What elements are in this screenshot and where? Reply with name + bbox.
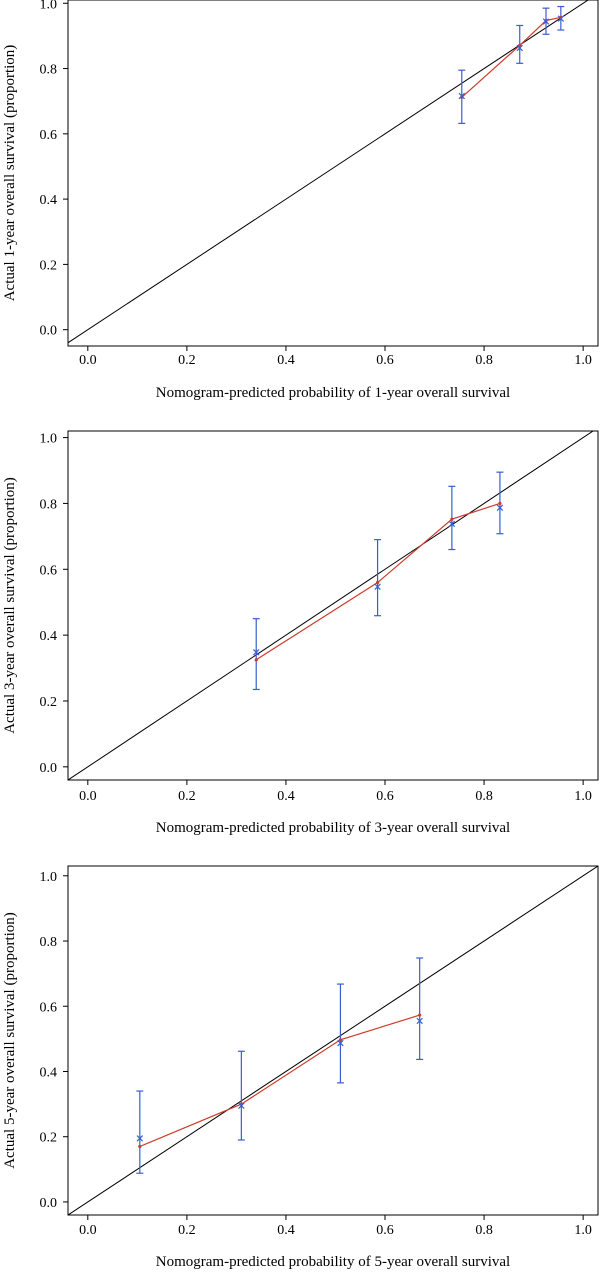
y-tick-label: 0.4 — [40, 629, 58, 644]
y-tick-label: 0.6 — [40, 1000, 58, 1015]
x-tick-label: 0.6 — [376, 353, 394, 368]
predicted-point — [375, 580, 380, 585]
observed-point-marker — [496, 504, 504, 511]
x-tick-label: 1.0 — [574, 353, 592, 368]
y-tick-label: 0.0 — [40, 761, 58, 776]
x-tick-label: 0.6 — [376, 1223, 394, 1238]
x-tick-label: 0.0 — [79, 1223, 97, 1238]
bootstrap-calibration-line — [461, 16, 562, 98]
y-axis-title: Actual 5-year overall survival (proporti… — [2, 912, 18, 1169]
x-tick-label: 0.8 — [475, 353, 493, 368]
calibration-panel-2: 0.0 0.2 0.4 0.6 0.8 1.0 0.0 0.2 0.4 0.6 0.8 1.0 Nomo… — [2, 430, 599, 836]
x-tick-label: 0.4 — [277, 353, 295, 368]
calibration-panel-1: 0.0 0.2 0.4 0.6 0.8 1.0 0.0 0.2 0.4 0.6 0.8 1.0 Nomo… — [2, 0, 599, 401]
y-tick-label: 0.2 — [40, 1131, 58, 1146]
x-tick-label: 0.2 — [178, 353, 196, 368]
y-tick-label: 0.6 — [40, 563, 58, 578]
x-tick-label: 0.6 — [376, 789, 394, 804]
y-tick-label: 1.0 — [40, 870, 58, 885]
plot-area — [68, 866, 598, 1215]
y-tick-label: 0.2 — [40, 258, 58, 273]
plot-frame — [67, 430, 599, 781]
y-axis-title: Actual 1-year overall survival (proporti… — [2, 45, 18, 302]
predicted-point — [518, 43, 522, 47]
observed-point-marker — [516, 44, 523, 52]
plot-area — [68, 431, 594, 780]
y-tick-label: 0.4 — [40, 193, 58, 208]
ideal-reference-line — [68, 0, 590, 344]
y-tick-label: 0.0 — [40, 1196, 58, 1211]
observed-point-marker — [557, 15, 565, 22]
plot-frame — [67, 0, 599, 347]
x-tick-label: 0.4 — [277, 789, 295, 804]
x-tick-label: 0.8 — [475, 1223, 493, 1238]
predicted-point — [338, 1038, 343, 1042]
y-tick-label: 0.8 — [40, 935, 58, 950]
plot-frame — [67, 865, 599, 1216]
x-tick-label: 0.2 — [178, 789, 196, 804]
x-tick-label: 0.8 — [475, 789, 493, 804]
x-axis-title: Nomogram-predicted probability of 5-year… — [156, 1254, 510, 1270]
y-tick-label: 1.0 — [40, 432, 58, 447]
y-tick-label: 0.4 — [40, 1065, 58, 1080]
y-axis-title: Actual 3-year overall survival (proporti… — [2, 477, 18, 734]
ideal-reference-line — [68, 431, 594, 780]
bootstrap-calibration-line — [139, 1014, 420, 1148]
predicted-point — [254, 658, 258, 662]
observed-point-marker — [416, 1017, 423, 1025]
observed-point-marker — [458, 92, 466, 100]
y-tick-label: 0.0 — [40, 324, 58, 339]
observed-point-marker — [238, 1102, 245, 1109]
observed-point-marker — [542, 18, 550, 25]
y-tick-label: 1.0 — [40, 0, 58, 12]
observed-point-marker — [448, 520, 456, 528]
ideal-reference-line — [68, 866, 598, 1215]
y-tick-label: 0.2 — [40, 695, 58, 710]
plot-area — [68, 0, 590, 344]
predicted-point — [418, 1013, 422, 1017]
predicted-point — [138, 1144, 142, 1149]
x-axis-title: Nomogram-predicted probability of 3-year… — [156, 820, 510, 836]
observed-point-marker — [253, 649, 260, 656]
x-tick-label: 0.2 — [178, 1223, 196, 1238]
x-tick-label: 1.0 — [574, 1223, 592, 1238]
x-tick-label: 0.4 — [277, 1223, 295, 1238]
y-tick-label: 0.8 — [40, 497, 58, 512]
y-tick-label: 0.6 — [40, 128, 58, 143]
x-axis-title: Nomogram-predicted probability of 1-year… — [156, 385, 510, 401]
observed-point-marker — [374, 583, 381, 590]
x-tick-label: 0.0 — [79, 789, 97, 804]
calibration-panel-3: 0.0 0.2 0.4 0.6 0.8 1.0 0.0 0.2 0.4 0.6 0.8 1.0 Nomo… — [2, 865, 599, 1270]
x-tick-label: 0.0 — [79, 353, 97, 368]
predicted-point — [498, 501, 502, 506]
predicted-point — [450, 517, 454, 521]
observed-point-marker — [337, 1039, 344, 1047]
y-tick-label: 0.8 — [40, 63, 58, 78]
observed-point-marker — [136, 1135, 144, 1142]
x-tick-label: 1.0 — [574, 789, 592, 804]
bootstrap-calibration-line — [255, 502, 501, 661]
